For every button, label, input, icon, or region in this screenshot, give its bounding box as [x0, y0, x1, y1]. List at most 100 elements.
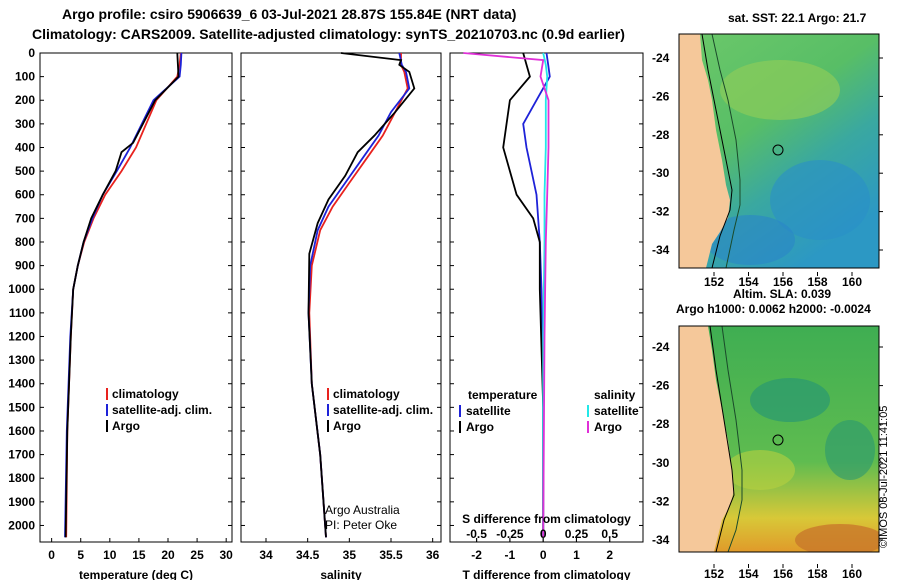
float-position-marker — [772, 434, 784, 446]
y-tick-label: 1700 — [8, 448, 35, 462]
s-tick-label: 0.25 — [565, 527, 589, 541]
lon-tick-label: 152 — [704, 275, 724, 289]
sst-lat-ticks: -24 -26 -28 -30 -32 -34 — [652, 51, 883, 257]
chart-title-line2: Climatology: CARS2009. Satellite-adjuste… — [32, 26, 625, 42]
x-axis-label: T difference from climatology — [462, 568, 630, 580]
chart-panel-2: 34 34.5 35 35.5 36 salinity — [240, 52, 442, 580]
legend-label: climatology — [333, 387, 400, 401]
legend-label: Argo — [333, 419, 361, 433]
y-tick-label: 900 — [15, 259, 35, 273]
lat-tick-label: -34 — [652, 533, 670, 547]
y-tick-label: 1100 — [9, 306, 35, 320]
y-tick-label: 1300 — [8, 353, 35, 367]
land-area — [679, 34, 730, 268]
x-tick-label: 10 — [103, 548, 117, 562]
lat-tick-label: -28 — [652, 417, 670, 431]
y-tick-label: 1900 — [8, 495, 35, 509]
series-line-t-argo — [502, 52, 545, 538]
lon-tick-label: 156 — [773, 567, 793, 580]
chart-title-line1: Argo profile: csiro 5906639_6 03-Jul-202… — [62, 6, 517, 22]
legend-label: climatology — [112, 387, 179, 401]
lon-tick-label: 156 — [773, 275, 793, 289]
lat-tick-label: -26 — [652, 379, 670, 393]
legend-label: satellite-adj. clim. — [112, 403, 212, 417]
series-line-argo — [64, 52, 180, 538]
lat-tick-label: -30 — [652, 456, 670, 470]
y-tick-label: 600 — [15, 188, 35, 202]
y-tick-label: 1600 — [8, 424, 35, 438]
x-tick-label: 35.5 — [379, 548, 403, 562]
series-line-argo — [307, 52, 416, 538]
x-tick-label: 34 — [259, 548, 273, 562]
legend-label: satellite-adj. clim. — [333, 403, 433, 417]
lat-tick-label: -28 — [652, 128, 670, 142]
y-tick-label: 100 — [15, 70, 35, 84]
x-tick-label: 0 — [48, 548, 55, 562]
x-axis-label: salinity — [320, 568, 362, 580]
plot-frame — [240, 52, 442, 543]
legend-header: temperature — [468, 388, 538, 402]
lon-tick-label: 160 — [842, 567, 862, 580]
lon-tick-label: 152 — [704, 567, 724, 580]
sla-lat-ticks: -24 -26 -28 -30 -32 -34 — [652, 340, 883, 547]
x-tick-label: 20 — [161, 548, 175, 562]
sla-map — [679, 326, 879, 552]
chart-panel-3: -2 -1 0 1 2 T difference from climatology — [449, 52, 644, 580]
x-tick-label: 0 — [540, 548, 547, 562]
x-tick-label: 1 — [573, 548, 580, 562]
legend-1: climatology satellite-adj. clim. Argo — [106, 387, 212, 433]
sst-lon-ticks: 152 154 156 158 160 — [704, 272, 862, 289]
s-axis-label: S difference from climatology — [462, 512, 631, 526]
y-tick-label: 1200 — [8, 329, 35, 343]
y-tick-label: 800 — [15, 235, 35, 249]
x-tick-label: 36 — [426, 548, 440, 562]
lon-tick-label: 160 — [842, 275, 862, 289]
x-tick-label: 15 — [132, 548, 146, 562]
y-tick-label: 0 — [28, 46, 35, 60]
lat-tick-label: -32 — [652, 494, 670, 508]
plot-frame — [39, 52, 233, 543]
legend-3: temperature salinity satellite Argo satellit… — [459, 388, 639, 542]
legend-2: climatology satellite-adj. clim. Argo — [327, 387, 433, 433]
lat-tick-label: -26 — [652, 89, 670, 103]
lon-tick-label: 158 — [807, 567, 827, 580]
lat-tick-label: -30 — [652, 166, 670, 180]
imos-timestamp: ©IMOS 08-Jul-2021 11:41:05 — [878, 405, 890, 548]
series-line-s-argo — [463, 52, 550, 538]
y-tick-label: 400 — [15, 140, 35, 154]
lat-tick-label: -24 — [652, 51, 670, 65]
x-tick-label: 34.5 — [296, 548, 320, 562]
legend-label: Argo — [112, 419, 140, 433]
lon-tick-label: 154 — [738, 567, 758, 580]
lat-tick-label: -34 — [652, 243, 670, 257]
y-tick-label: 2000 — [8, 518, 35, 532]
y-tick-label: 1400 — [8, 377, 35, 391]
credit-line: Argo Australia — [325, 503, 400, 517]
lat-tick-label: -24 — [652, 340, 670, 354]
x-tick-label: 30 — [220, 548, 234, 562]
lon-tick-label: 154 — [738, 275, 758, 289]
legend-label: satellite — [466, 404, 511, 418]
s-tick-label: -0.25 — [496, 527, 524, 541]
s-tick-label: 0 — [540, 527, 547, 541]
series-line-s-satellite — [542, 52, 549, 538]
x-axis-label: temperature (deg C) — [79, 568, 193, 580]
land-area — [679, 326, 734, 552]
lon-tick-label: 158 — [807, 275, 827, 289]
legend-label: Argo — [594, 420, 622, 434]
float-position-marker — [772, 144, 784, 156]
series-line-t-satellite — [522, 52, 551, 538]
sst-map-title: sat. SST: 22.1 Argo: 21.7 — [728, 11, 867, 25]
x-tick-label: 2 — [606, 548, 613, 562]
legend-header: salinity — [594, 388, 636, 402]
x-tick-label: 35 — [343, 548, 357, 562]
x-tick-label: 25 — [190, 548, 204, 562]
x-tick-label: 5 — [77, 548, 84, 562]
legend-label: satellite — [594, 404, 639, 418]
s-tick-label: 0.5 — [601, 527, 618, 541]
y-tick-label: 500 — [15, 164, 35, 178]
legend-label: Argo — [466, 420, 494, 434]
y-tick-label: 1500 — [8, 400, 35, 414]
x-tick-label: -2 — [471, 548, 482, 562]
